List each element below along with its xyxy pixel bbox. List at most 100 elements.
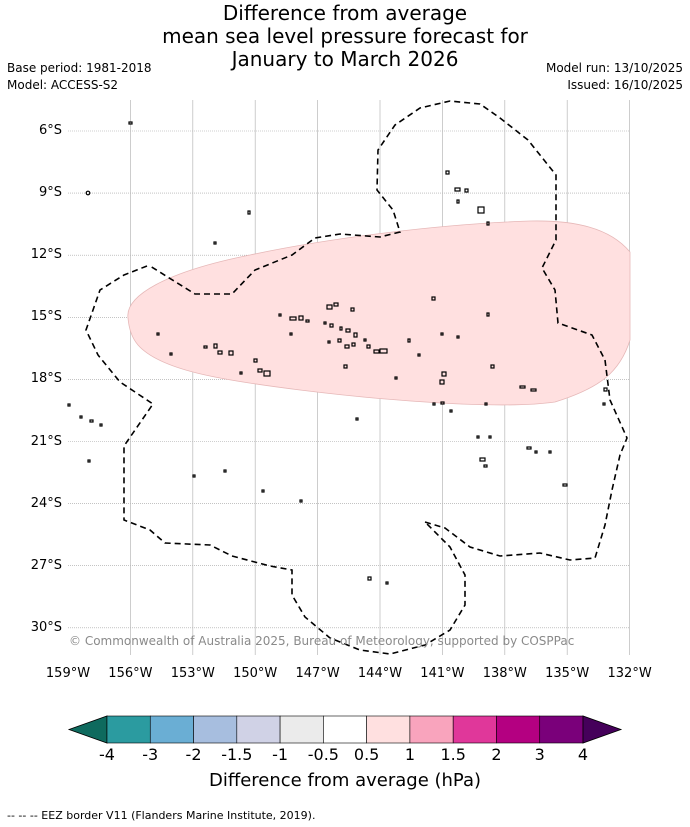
- island: [263, 370, 271, 377]
- eez-border-french-polynesia: [149, 100, 628, 561]
- colorbar-segments: [67, 715, 623, 744]
- island: [156, 332, 160, 336]
- island: [479, 457, 486, 462]
- copyright-notice: © Commonwealth of Australia 2025, Bureau…: [69, 634, 575, 648]
- island: [534, 450, 538, 454]
- model-name: Model: ACCESS-S2: [7, 78, 119, 92]
- lat-label: 15°S: [30, 309, 62, 325]
- island: [366, 344, 371, 349]
- lon-label: 150°W: [233, 666, 278, 681]
- title-line-2: mean sea level pressure forecast for: [162, 24, 528, 48]
- island: [449, 409, 453, 413]
- island: [548, 450, 552, 454]
- island: [484, 402, 488, 406]
- lon-label: 156°W: [108, 666, 153, 681]
- colorbar-segment: [193, 715, 238, 744]
- colorbar-segment: [366, 715, 411, 744]
- island: [562, 483, 568, 487]
- island: [351, 342, 356, 347]
- lon-label: 141°W: [420, 666, 465, 681]
- island: [299, 499, 303, 503]
- island: [192, 474, 196, 478]
- island: [454, 187, 461, 192]
- colorbar-segment: [149, 715, 194, 744]
- colorbar-tick-label: -0.5: [307, 745, 339, 764]
- island: [530, 388, 537, 392]
- island: [213, 241, 217, 245]
- anomaly-region: [127, 220, 631, 406]
- island: [128, 121, 133, 125]
- island: [445, 170, 450, 175]
- island: [344, 344, 350, 349]
- island: [305, 319, 310, 323]
- footnote: -- -- -- EEZ border V11 (Flanders Marine…: [7, 809, 316, 822]
- lon-label: 138°W: [482, 666, 527, 681]
- island: [486, 312, 490, 317]
- island: [440, 332, 444, 336]
- island: [339, 326, 343, 331]
- colorbar-segment: [409, 715, 454, 744]
- island: [602, 402, 606, 406]
- lat-label: 9°S: [38, 185, 62, 201]
- island: [337, 338, 342, 343]
- island: [456, 335, 460, 339]
- lat-label: 21°S: [30, 433, 62, 449]
- colorbar-segment: [452, 715, 497, 744]
- island: [456, 199, 460, 204]
- island: [253, 358, 258, 363]
- colorbar-extend-low: [67, 715, 108, 744]
- island: [261, 489, 265, 493]
- island: [326, 304, 333, 310]
- island: [394, 376, 398, 380]
- lon-label: 159°W: [45, 666, 91, 681]
- colorbar-tick-label: 2: [491, 745, 502, 764]
- lon-label: 132°W: [607, 666, 652, 681]
- lat-label: 6°S: [38, 123, 62, 138]
- colorbar-tick-label: -1: [272, 745, 289, 764]
- title-line-3: January to March 2026: [231, 47, 459, 71]
- colorbar-tick-label: -3: [142, 745, 159, 764]
- colorbar-extend-high: [582, 715, 623, 744]
- island: [379, 348, 388, 354]
- island: [603, 387, 608, 392]
- base-period: Base period: 1981-2018: [7, 61, 152, 75]
- island: [363, 338, 367, 342]
- colorbar-tick-label: 1.5: [440, 745, 466, 764]
- island: [476, 435, 480, 439]
- island: [353, 332, 358, 338]
- islands: [67, 121, 608, 585]
- island: [99, 423, 103, 427]
- island: [486, 221, 490, 226]
- island: [477, 206, 485, 214]
- island: [343, 364, 348, 369]
- island: [441, 371, 447, 377]
- island: [289, 332, 293, 336]
- lat-label: 27°S: [30, 557, 62, 573]
- island: [85, 190, 91, 196]
- island: [67, 403, 71, 407]
- island: [223, 469, 227, 473]
- colorbar-tick-label: 3: [534, 745, 545, 764]
- island: [79, 415, 83, 419]
- lat-label: 18°S: [30, 371, 62, 387]
- lat-label: 12°S: [30, 247, 62, 263]
- colorbar-tick-label: 4: [577, 745, 589, 764]
- island: [217, 350, 223, 355]
- island: [350, 307, 355, 312]
- island: [169, 352, 173, 356]
- colorbar-segment: [496, 715, 541, 744]
- island: [247, 210, 251, 215]
- eez-borders: [85, 100, 628, 655]
- island: [289, 316, 297, 321]
- lon-label: 144°W: [357, 666, 403, 681]
- island: [213, 343, 218, 349]
- meta-right: Model run: 13/10/2025 Issued: 16/10/2025: [546, 60, 683, 94]
- island: [333, 302, 339, 307]
- island: [89, 419, 94, 423]
- colorbar-label: Difference from average (hPa): [208, 770, 482, 791]
- map-title: Difference from average mean sea level p…: [0, 2, 690, 71]
- island: [407, 338, 411, 343]
- island: [355, 417, 359, 421]
- colorbar-segment: [236, 715, 281, 744]
- colorbar-tick-label: -2: [185, 745, 202, 764]
